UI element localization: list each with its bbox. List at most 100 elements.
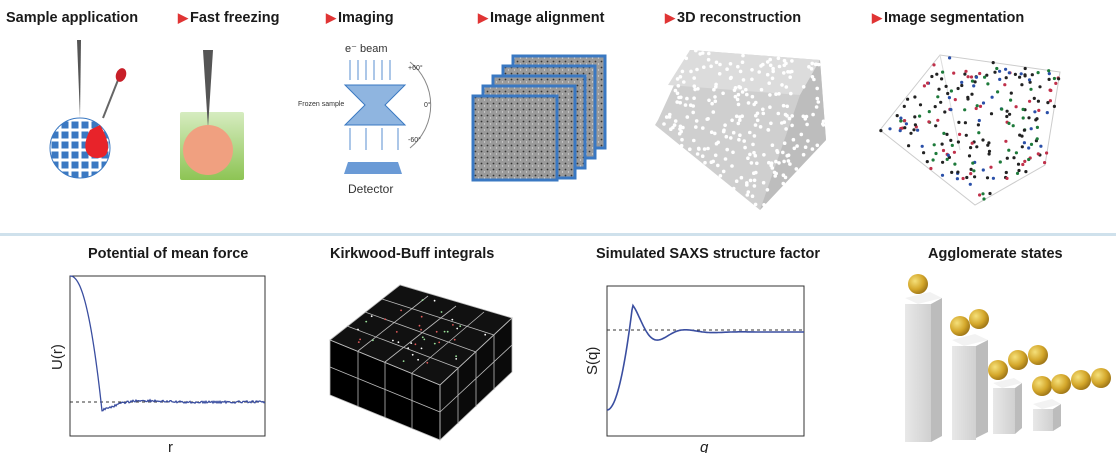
particle-dot bbox=[749, 161, 754, 165]
particle-dot bbox=[782, 58, 787, 63]
particle-dot bbox=[750, 77, 754, 82]
particle-dot bbox=[952, 71, 956, 75]
particle-dot bbox=[776, 111, 781, 116]
particle-dot bbox=[736, 102, 741, 107]
particle-dot bbox=[728, 62, 733, 66]
particle-dot bbox=[1005, 156, 1009, 160]
particle-dot bbox=[790, 69, 794, 74]
particle-dot bbox=[761, 180, 766, 185]
particle-dot bbox=[678, 124, 683, 129]
particle-dot bbox=[1028, 80, 1032, 84]
particle-dot bbox=[741, 53, 745, 58]
particle-dot bbox=[731, 150, 735, 155]
particle-dot bbox=[774, 92, 778, 96]
particle-dot bbox=[1047, 72, 1051, 76]
particle-dot bbox=[741, 78, 746, 82]
particle-dot bbox=[949, 108, 953, 112]
panel-title-agglomerate: Agglomerate states bbox=[928, 246, 1063, 262]
particle-dot bbox=[1029, 87, 1033, 91]
particle-dot bbox=[786, 159, 791, 163]
particle-dot bbox=[713, 99, 718, 104]
particle-dot bbox=[709, 160, 714, 164]
particle-dot bbox=[907, 144, 911, 148]
particle-dot bbox=[700, 51, 705, 55]
step-label: Imaging bbox=[338, 10, 394, 26]
particle-dot bbox=[713, 153, 718, 158]
particle-dot bbox=[930, 74, 934, 79]
pmf-ylabel: U(r) bbox=[49, 344, 66, 370]
arrow-right-icon: ▶ bbox=[326, 10, 336, 25]
particle-dot bbox=[981, 168, 985, 172]
particle-dot bbox=[418, 324, 421, 327]
particle-dot bbox=[788, 75, 792, 79]
particle-dot bbox=[761, 62, 765, 67]
particle-dot bbox=[888, 127, 892, 131]
particle-dot bbox=[1037, 108, 1041, 112]
particle-dot bbox=[958, 132, 962, 136]
particle-dot bbox=[973, 175, 977, 179]
particle-dot bbox=[751, 142, 755, 147]
particle-dot bbox=[946, 91, 950, 96]
section-divider bbox=[0, 233, 1116, 236]
particle-dot bbox=[947, 96, 952, 100]
particle-dot bbox=[998, 77, 1002, 81]
particle-dot bbox=[770, 143, 775, 147]
particle-dot bbox=[1015, 171, 1020, 175]
particle-dot bbox=[922, 84, 927, 88]
particle-dot bbox=[730, 164, 734, 168]
particle-dot bbox=[1004, 67, 1008, 71]
particle-dot bbox=[731, 186, 736, 191]
particle-dot bbox=[1000, 107, 1004, 111]
detector-label: Detector bbox=[348, 182, 393, 196]
particle-dot bbox=[1045, 151, 1049, 155]
particle-dot bbox=[762, 153, 766, 157]
particle-dot bbox=[960, 83, 964, 88]
particle-dot bbox=[925, 160, 929, 164]
particle-dot bbox=[746, 190, 751, 194]
particle-dot bbox=[780, 83, 784, 87]
particle-dot bbox=[789, 91, 793, 96]
particle-dot bbox=[974, 106, 978, 111]
particle-dot bbox=[784, 127, 788, 131]
step-label: Image segmentation bbox=[884, 10, 1025, 26]
particle-dot bbox=[392, 339, 394, 342]
particle-dot bbox=[1047, 69, 1051, 73]
particle-dot bbox=[395, 331, 398, 333]
particle-dot bbox=[718, 174, 723, 178]
particle-dot bbox=[934, 151, 938, 156]
particle-dot bbox=[785, 104, 789, 109]
particle-dot bbox=[948, 56, 952, 60]
particle-dot bbox=[956, 86, 960, 91]
particle-dot bbox=[755, 111, 760, 116]
particle-dot bbox=[1049, 88, 1053, 93]
particle-dot bbox=[932, 143, 936, 147]
particle-dot bbox=[790, 114, 794, 118]
particle-dot bbox=[677, 131, 682, 136]
particle-dot bbox=[1022, 141, 1026, 145]
particle-dot bbox=[438, 341, 441, 344]
particle-dot bbox=[790, 123, 794, 128]
particle-dot bbox=[771, 66, 775, 71]
image-stack-illustration bbox=[471, 54, 607, 182]
particle-dot bbox=[702, 65, 706, 69]
particle-dot bbox=[739, 175, 744, 180]
particle-dot bbox=[675, 91, 680, 96]
particle-dot bbox=[767, 160, 771, 165]
particle-dot bbox=[407, 347, 410, 349]
particle-dot bbox=[440, 311, 443, 313]
particle-dot bbox=[812, 77, 816, 82]
particle-dot bbox=[813, 62, 818, 67]
particle-dot bbox=[688, 147, 692, 151]
particle-dot bbox=[811, 112, 815, 117]
particle-dot bbox=[1013, 72, 1018, 76]
panel-title-kb-integrals: Kirkwood-Buff integrals bbox=[330, 246, 495, 262]
particle-dot bbox=[771, 69, 775, 74]
step-title-fast-freezing: ▶ Fast freezing bbox=[178, 10, 279, 26]
particle-dot bbox=[745, 183, 749, 187]
particle-dot bbox=[927, 110, 931, 114]
particle-dot bbox=[1016, 162, 1021, 166]
arrow-right-icon: ▶ bbox=[478, 10, 488, 25]
particle-dot bbox=[810, 147, 815, 151]
particle-dot bbox=[945, 132, 949, 136]
